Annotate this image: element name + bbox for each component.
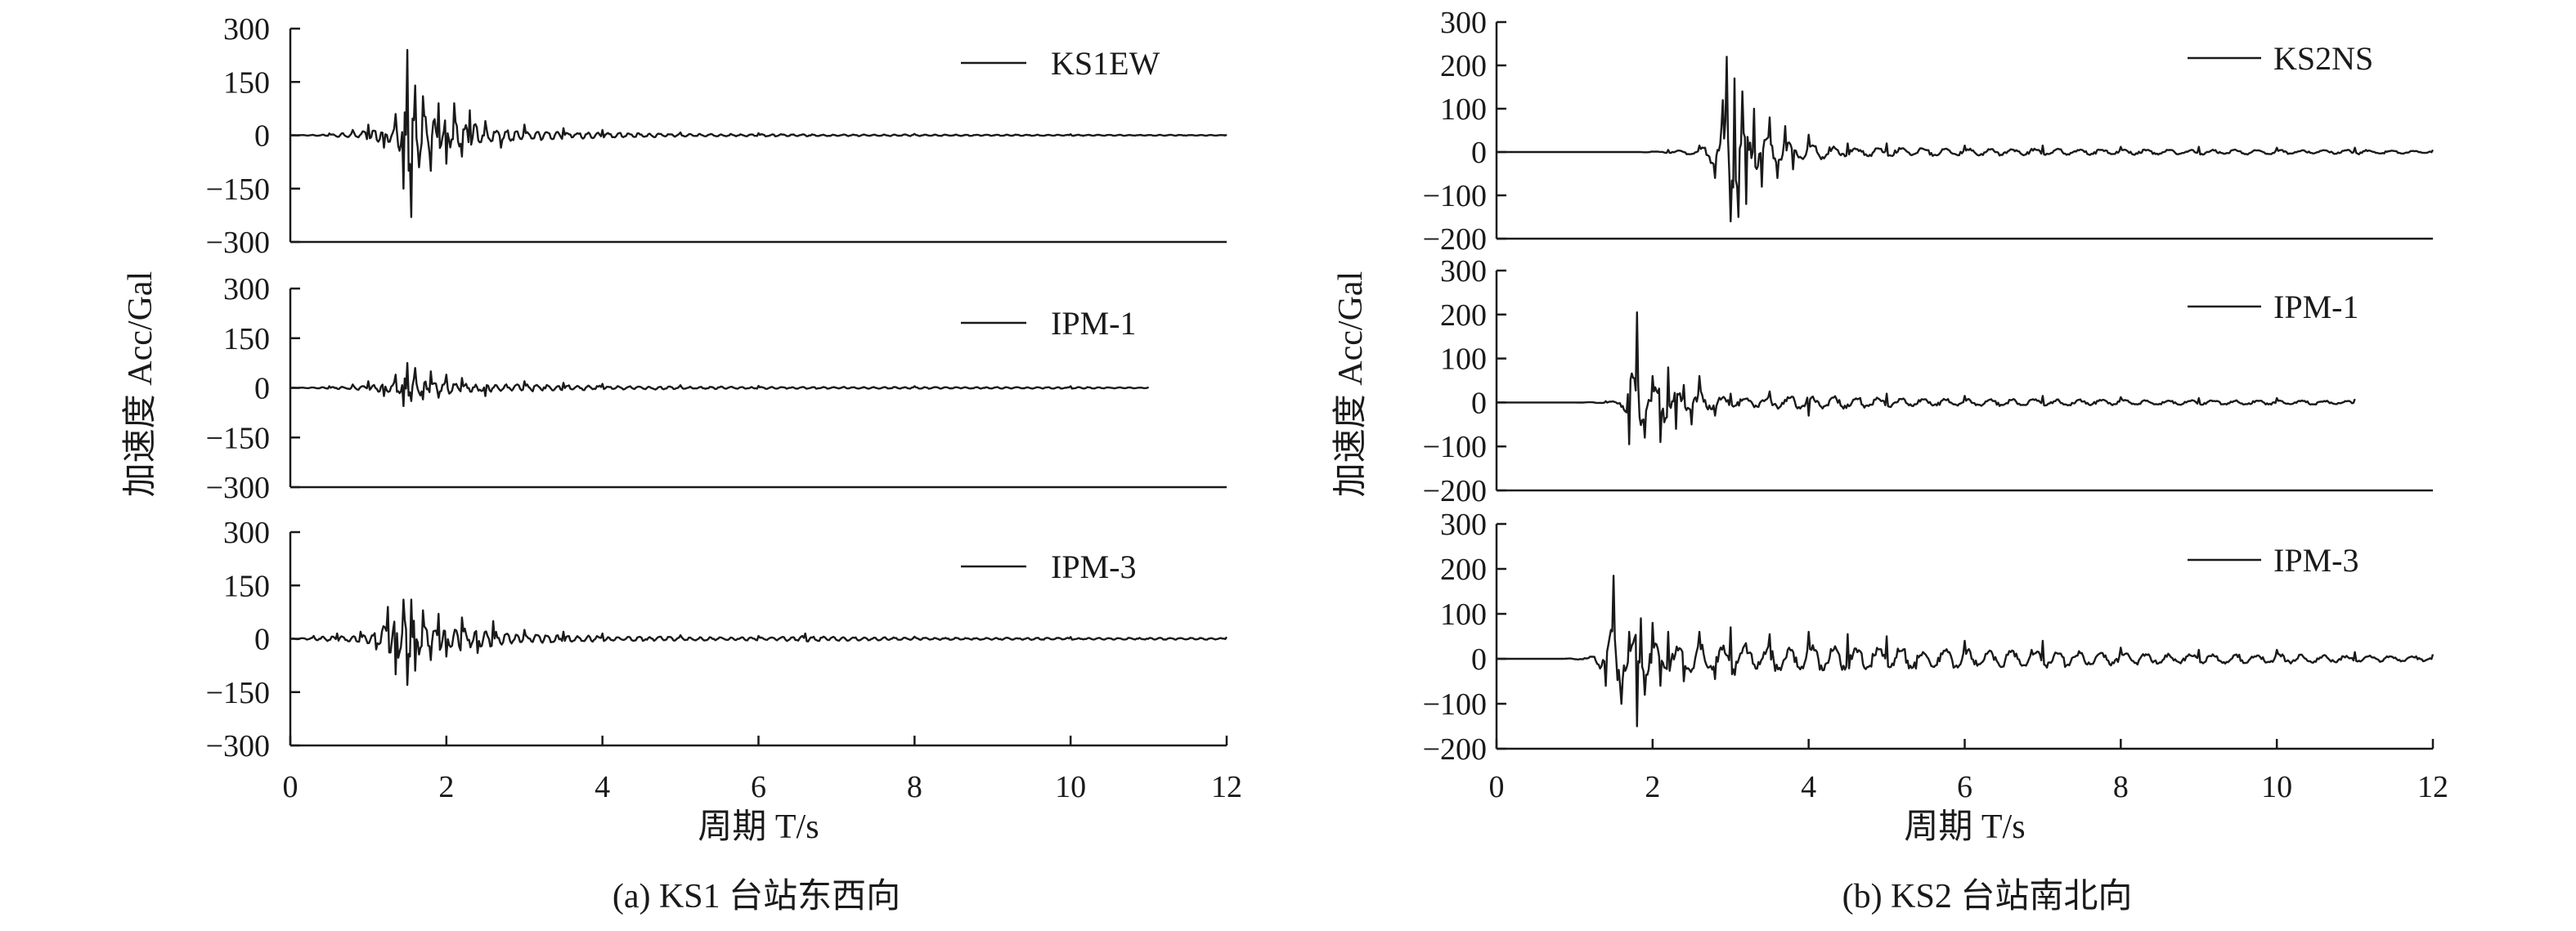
- x-tick-label: 10: [1055, 770, 1086, 804]
- y-tick-label: 300: [223, 516, 270, 550]
- y-tick-label: −300: [206, 471, 270, 505]
- x-axis-label: 周期 T/s: [1904, 808, 2025, 846]
- y-tick-label: 0: [1471, 386, 1487, 420]
- x-tick-label: 0: [1489, 770, 1505, 804]
- x-tick-label: 12: [2417, 770, 2448, 804]
- y-tick-label: 300: [1440, 254, 1487, 289]
- chart-b: [1495, 20, 2435, 750]
- y-tick-label: 100: [1440, 598, 1487, 632]
- series-line-ipm-1: [1497, 311, 2356, 445]
- y-tick-label: 200: [1440, 49, 1487, 83]
- x-tick-label: 4: [1801, 770, 1816, 804]
- y-tick-label: −100: [1423, 179, 1487, 213]
- x-tick-label: 10: [2261, 770, 2292, 804]
- y-tick-label: −300: [206, 226, 270, 260]
- y-tick-label: 100: [1440, 342, 1487, 377]
- legend-label: KS1EW: [1051, 45, 1160, 82]
- panel-1: [1495, 20, 2435, 240]
- x-tick-label: 12: [1211, 770, 1242, 804]
- legend-label: IPM-1: [1051, 305, 1136, 342]
- legend-label: IPM-1: [2273, 289, 2358, 325]
- y-tick-label: −200: [1423, 474, 1487, 508]
- y-tick-label: −200: [1423, 222, 1487, 257]
- y-tick-label: −150: [206, 172, 270, 207]
- y-tick-label: 200: [1440, 298, 1487, 333]
- y-tick-label: 0: [1471, 642, 1487, 677]
- series-line-ks2ns: [1497, 56, 2435, 222]
- y-tick-label: 300: [223, 12, 270, 47]
- y-tick-label: −150: [206, 421, 270, 455]
- y-tick-label: −100: [1423, 687, 1487, 722]
- x-tick-label: 8: [2113, 770, 2129, 804]
- y-tick-label: −100: [1423, 430, 1487, 464]
- y-tick-label: −300: [206, 729, 270, 763]
- x-tick-label: 0: [283, 770, 298, 804]
- chart-caption: (a) KS1 台站东西向: [613, 877, 900, 915]
- y-axis-label: 加速度 Acc/Gal: [122, 271, 159, 497]
- chart-a: [289, 27, 1228, 747]
- y-tick-label: 150: [223, 569, 270, 603]
- x-tick-label: 2: [1645, 770, 1660, 804]
- legend-label: IPM-3: [1051, 548, 1136, 585]
- panel-2: [289, 287, 1227, 489]
- x-tick-label: 2: [438, 770, 454, 804]
- y-tick-label: 300: [1440, 6, 1487, 40]
- panel-1: [289, 27, 1227, 244]
- x-tick-label: 6: [751, 770, 766, 804]
- series-line-ipm-3: [289, 598, 1228, 687]
- legend-label: IPM-3: [2273, 542, 2358, 579]
- y-tick-label: 300: [1440, 508, 1487, 542]
- y-tick-label: 150: [223, 65, 270, 100]
- y-tick-label: 0: [1471, 136, 1487, 170]
- x-tick-label: 4: [595, 770, 610, 804]
- legend-label: KS2NS: [2273, 40, 2373, 77]
- y-tick-label: 0: [254, 623, 270, 657]
- y-tick-label: 150: [223, 322, 270, 356]
- y-tick-label: 300: [223, 272, 270, 307]
- y-axis-label: 加速度 Acc/Gal: [1332, 271, 1370, 497]
- series-line-ipm-1: [290, 361, 1150, 407]
- x-axis-label: 周期 T/s: [698, 808, 819, 846]
- y-tick-label: 200: [1440, 553, 1487, 587]
- x-tick-label: 6: [1957, 770, 1972, 804]
- y-tick-label: −200: [1423, 732, 1487, 767]
- y-tick-label: 0: [254, 119, 270, 154]
- chart-caption: (b) KS2 台站南北向: [1842, 878, 2133, 915]
- series-line-ks1ew: [290, 48, 1227, 218]
- y-tick-label: 0: [254, 372, 270, 406]
- y-tick-label: −150: [206, 676, 270, 710]
- y-tick-label: 100: [1440, 92, 1487, 127]
- panel-2: [1495, 269, 2433, 492]
- x-tick-label: 8: [907, 770, 922, 804]
- series-line-ipm-3: [1497, 575, 2435, 727]
